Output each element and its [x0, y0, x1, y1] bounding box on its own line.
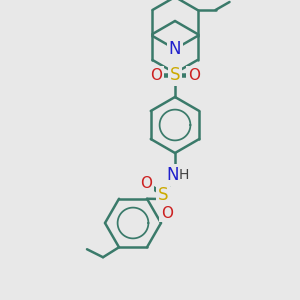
Text: O: O — [140, 176, 152, 190]
Text: H: H — [179, 168, 189, 182]
Text: N: N — [169, 40, 181, 58]
Text: O: O — [150, 68, 162, 82]
Text: N: N — [169, 46, 181, 64]
Text: O: O — [161, 206, 173, 220]
Text: N: N — [167, 166, 179, 184]
Text: S: S — [158, 186, 168, 204]
Text: S: S — [170, 66, 180, 84]
Text: O: O — [188, 68, 200, 82]
